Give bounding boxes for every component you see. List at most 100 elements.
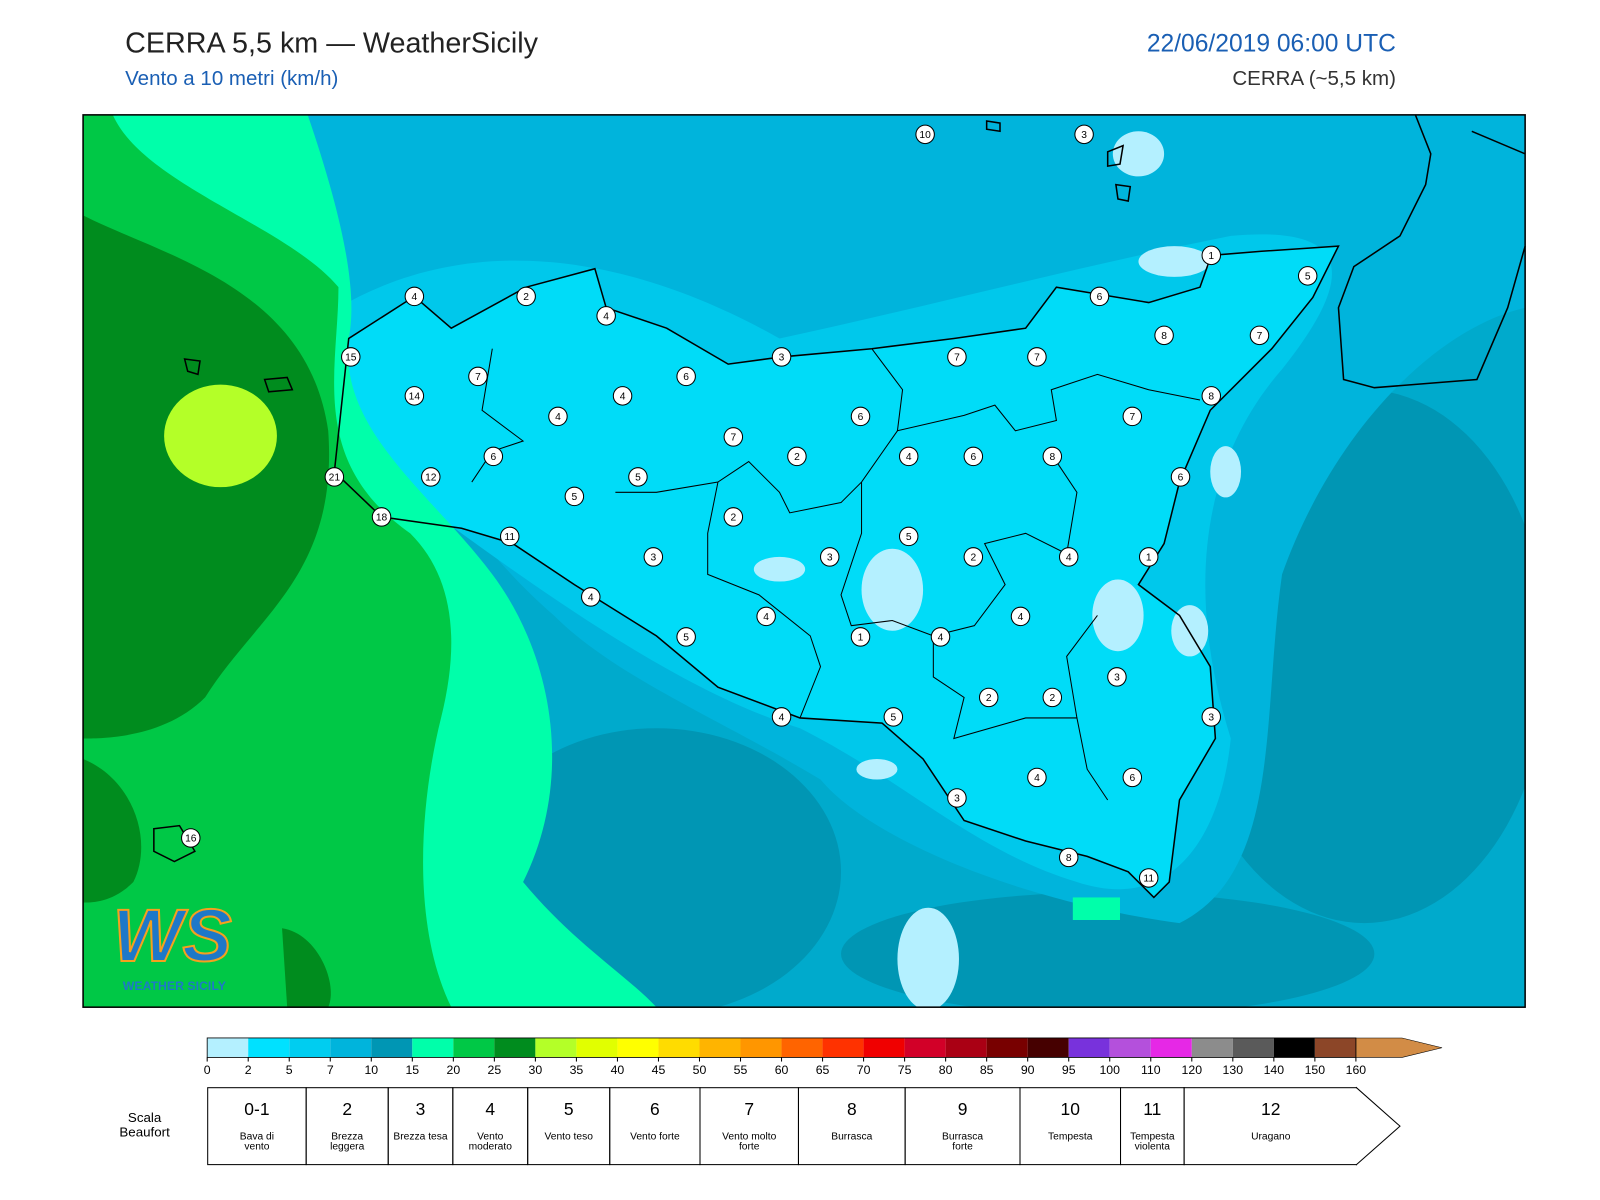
station-value: 3 <box>954 794 960 805</box>
colorbar-tick-label: 25 <box>488 1063 502 1077</box>
station-marker <box>499 526 520 547</box>
beaufort-description: Brezza tesa <box>393 1131 448 1143</box>
beaufort-level: 11 Tempesta violenta <box>1119 1087 1185 1166</box>
colorbar-bin <box>371 1037 413 1058</box>
station-marker <box>963 446 984 467</box>
station-marker <box>468 366 488 387</box>
station-value: 3 <box>1114 673 1120 684</box>
map-title: CERRA 5,5 km — WeatherSicily <box>125 26 538 59</box>
station-value: 5 <box>906 532 912 543</box>
colorbar-tick-label: 140 <box>1264 1063 1285 1077</box>
colorbar-bin <box>1191 1037 1233 1058</box>
station-marker <box>850 406 871 427</box>
colorbar-tick-label: 75 <box>898 1063 912 1077</box>
station-marker <box>1107 667 1127 687</box>
station-marker <box>819 547 840 567</box>
beaufort-force: 8 <box>846 1099 857 1119</box>
station-marker <box>756 606 776 627</box>
station-value: 5 <box>572 492 578 503</box>
station-value: 6 <box>1129 773 1135 784</box>
colorbar-bin <box>822 1037 864 1058</box>
station-value: 4 <box>588 593 594 604</box>
colorbar-tick-label: 30 <box>529 1063 543 1077</box>
colorbar-bin <box>1109 1037 1151 1058</box>
station-marker <box>1122 767 1143 788</box>
station-marker <box>324 467 345 487</box>
colorbar-bin <box>986 1037 1028 1058</box>
colorbar-tick-label: 100 <box>1099 1063 1120 1077</box>
station-value: 5 <box>890 713 896 724</box>
beaufort-force: 0-1 <box>244 1099 270 1119</box>
colorbar-bin <box>535 1037 577 1058</box>
station-marker <box>947 788 967 808</box>
colorbar-tick-label: 90 <box>1021 1063 1035 1077</box>
colorbar-bin <box>1314 1037 1356 1058</box>
station-marker <box>643 547 664 567</box>
station-value: 3 <box>827 553 833 564</box>
station-value: 7 <box>475 372 481 383</box>
station-value: 7 <box>1257 331 1263 342</box>
station-value: 2 <box>794 452 800 463</box>
colorbar-bin <box>1068 1037 1110 1058</box>
station-value: 4 <box>555 412 561 423</box>
beaufort-force: 6 <box>650 1099 660 1119</box>
station-marker <box>787 446 807 467</box>
station-marker <box>421 467 441 487</box>
station-value: 4 <box>763 612 769 623</box>
colorbar-bin <box>494 1037 536 1058</box>
colorbar-tick-label: 35 <box>570 1063 584 1077</box>
colorbar-bin <box>289 1037 331 1058</box>
beaufort-description: Tempesta <box>1048 1131 1093 1143</box>
station-marker <box>404 386 425 406</box>
colorbar-tick-label: 95 <box>1062 1063 1076 1077</box>
colorbar-bin <box>1027 1037 1069 1058</box>
colorbar-tick-label: 7 <box>327 1063 334 1077</box>
station-marker <box>930 627 951 647</box>
colorbar-tick-label: 45 <box>652 1063 666 1077</box>
colorbar-bin <box>453 1037 495 1058</box>
station-value: 4 <box>938 633 944 644</box>
colorbar-bin <box>1355 1037 1443 1058</box>
colorbar-bin <box>1232 1037 1274 1058</box>
station-value: 7 <box>954 353 960 364</box>
colorbar-bin <box>1273 1037 1315 1058</box>
station-marker <box>516 286 536 307</box>
beaufort-arrow <box>1355 1086 1401 1166</box>
beaufort-description: Vento forte <box>630 1131 680 1143</box>
beaufort-level: 5 Vento teso <box>527 1087 611 1166</box>
station-marker <box>371 507 392 527</box>
station-value: 3 <box>650 553 656 564</box>
station-marker <box>1042 687 1063 708</box>
beaufort-description: Burrasca <box>831 1131 873 1143</box>
beaufort-level: 0-1 Bava di vento <box>207 1087 307 1166</box>
colorbar-bin <box>740 1037 782 1058</box>
beaufort-force: 11 <box>1143 1099 1162 1119</box>
station-marker <box>483 446 504 467</box>
beaufort-description: Uragano <box>1251 1131 1291 1143</box>
colorbar-tick-label: 55 <box>734 1063 748 1077</box>
station-value: 5 <box>1305 272 1311 283</box>
station-value: 4 <box>779 713 785 724</box>
colorbar-tick-label: 110 <box>1141 1063 1161 1077</box>
colorbar-tick-label: 10 <box>364 1063 378 1077</box>
colorbar-bin <box>945 1037 987 1058</box>
beaufort-description: Burrasca forte <box>942 1131 984 1153</box>
station-value: 4 <box>1018 612 1024 623</box>
beaufort-level: 10 Tempesta <box>1019 1087 1122 1166</box>
beaufort-force: 3 <box>415 1099 426 1119</box>
station-value: 4 <box>603 312 609 323</box>
beaufort-force: 7 <box>744 1099 755 1119</box>
station-marker <box>1249 325 1270 346</box>
station-value: 5 <box>683 633 689 644</box>
colorbar-tick-label: 120 <box>1182 1063 1203 1077</box>
colorbar-tick-label: 85 <box>980 1063 994 1077</box>
station-value: 6 <box>970 452 976 463</box>
station-marker <box>404 286 425 307</box>
station-marker <box>612 386 633 406</box>
beaufort-level: 4 Vento moderato <box>452 1087 529 1166</box>
beaufort-force: 9 <box>957 1099 968 1119</box>
station-value: 8 <box>1049 452 1055 463</box>
